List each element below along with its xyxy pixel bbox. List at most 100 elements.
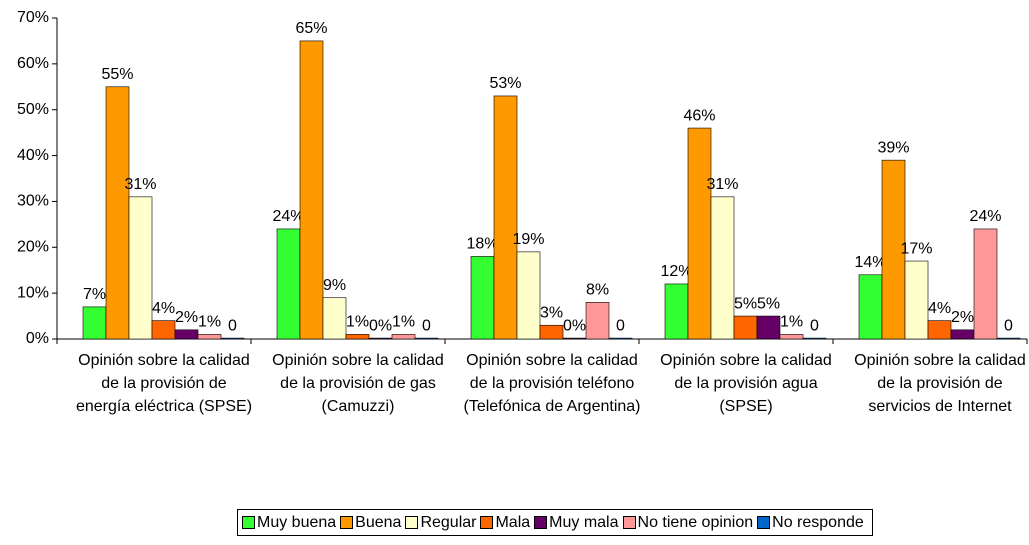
legend-swatch xyxy=(242,516,255,529)
data-label: 3% xyxy=(540,304,563,321)
bar xyxy=(391,334,416,340)
data-label: 53% xyxy=(489,75,521,92)
data-label: 65% xyxy=(295,20,327,37)
y-tick-label: 60% xyxy=(17,55,49,72)
legend-item: Muy buena xyxy=(242,514,336,532)
bar xyxy=(516,251,541,340)
legend-item: Muy mala xyxy=(534,513,619,532)
data-label: 0% xyxy=(369,317,392,334)
data-label: 9% xyxy=(323,277,346,294)
data-label: 5% xyxy=(757,295,780,312)
legend-label: No tiene opinion xyxy=(637,513,754,531)
data-label: 0 xyxy=(422,317,431,334)
data-label: 17% xyxy=(900,240,932,257)
y-tick-label: 40% xyxy=(17,147,49,164)
bar xyxy=(710,196,735,340)
legend-swatch xyxy=(622,516,636,529)
bar xyxy=(220,337,245,340)
bar xyxy=(82,306,107,340)
legend-label: No responde xyxy=(772,513,864,531)
bar xyxy=(664,283,689,340)
data-label: 24% xyxy=(272,208,304,225)
bar xyxy=(299,40,324,340)
data-label: 0 xyxy=(616,317,625,334)
legend-swatch xyxy=(480,516,494,529)
data-label: 46% xyxy=(683,107,715,124)
bar xyxy=(779,334,804,340)
data-label: 55% xyxy=(101,66,133,83)
y-tick-label: 10% xyxy=(17,284,49,301)
bar xyxy=(733,315,758,340)
bar xyxy=(493,95,518,340)
data-label: 1% xyxy=(780,314,803,331)
data-label: 1% xyxy=(392,314,415,331)
data-label: 31% xyxy=(124,176,156,193)
y-tick-label: 70% xyxy=(17,9,49,26)
x-tick-label: Opinión sobre la calidad de la provisión… xyxy=(660,352,832,415)
bar xyxy=(470,256,495,340)
bar xyxy=(881,159,906,340)
data-label: 4% xyxy=(152,300,175,317)
data-label: 4% xyxy=(928,300,951,317)
data-label: 0 xyxy=(1004,317,1013,334)
legend-item: Buena xyxy=(340,514,401,532)
legend-label: Muy buena xyxy=(257,513,337,531)
bar xyxy=(973,228,998,340)
legend-item: Mala xyxy=(480,514,530,532)
bar xyxy=(756,315,781,340)
bar xyxy=(996,337,1021,340)
data-label: 5% xyxy=(734,295,757,312)
data-label: 18% xyxy=(466,236,498,253)
legend-item: Regular xyxy=(405,514,476,532)
legend-item: No responde xyxy=(757,514,864,532)
legend-swatch xyxy=(405,516,419,529)
legend-item: No tiene opinion xyxy=(622,513,754,532)
bar xyxy=(687,127,712,340)
bar xyxy=(585,302,610,340)
data-label: 2% xyxy=(175,309,198,326)
legend-swatch xyxy=(534,516,548,529)
data-label: 0 xyxy=(228,317,237,334)
legend-swatch xyxy=(340,516,354,529)
bar xyxy=(950,329,975,340)
data-label: 0% xyxy=(563,317,586,334)
data-label: 24% xyxy=(969,208,1001,225)
bar xyxy=(858,274,883,340)
data-label: 7% xyxy=(83,286,106,303)
data-label: 0 xyxy=(810,317,819,334)
data-label: 12% xyxy=(660,263,692,280)
y-tick-label: 20% xyxy=(17,239,49,256)
data-label: 8% xyxy=(586,282,609,299)
y-tick-label: 50% xyxy=(17,101,49,118)
bar xyxy=(562,337,587,340)
bar xyxy=(174,329,199,340)
data-label: 14% xyxy=(854,254,886,271)
bar xyxy=(802,337,827,340)
legend-label: Mala xyxy=(495,513,531,531)
legend-label: Muy mala xyxy=(549,513,619,531)
bar xyxy=(128,196,153,340)
bar xyxy=(276,228,301,340)
bar xyxy=(904,260,929,340)
x-tick-label: Opinión sobre la calidad de la provisión… xyxy=(272,352,444,415)
bar xyxy=(539,324,564,340)
bar xyxy=(151,320,176,340)
data-label: 2% xyxy=(951,309,974,326)
data-label: 1% xyxy=(346,314,369,331)
y-tick-label: 0% xyxy=(26,330,49,347)
legend-label: Buena xyxy=(355,513,402,531)
data-label: 19% xyxy=(512,231,544,248)
data-label: 39% xyxy=(877,139,909,156)
data-label: 1% xyxy=(198,314,221,331)
legend-swatch xyxy=(757,516,771,529)
bar xyxy=(927,320,952,340)
legend: Muy buena Buena Regular Mala Muy mala No tien… xyxy=(237,509,873,536)
x-tick-label: Opinión sobre la calidad de la provisión… xyxy=(75,352,253,415)
bar xyxy=(345,334,370,340)
data-label: 31% xyxy=(706,176,738,193)
bar xyxy=(368,337,393,340)
bar xyxy=(322,297,347,340)
x-tick-label: Opinión sobre la calidad de la provisión… xyxy=(463,352,641,415)
